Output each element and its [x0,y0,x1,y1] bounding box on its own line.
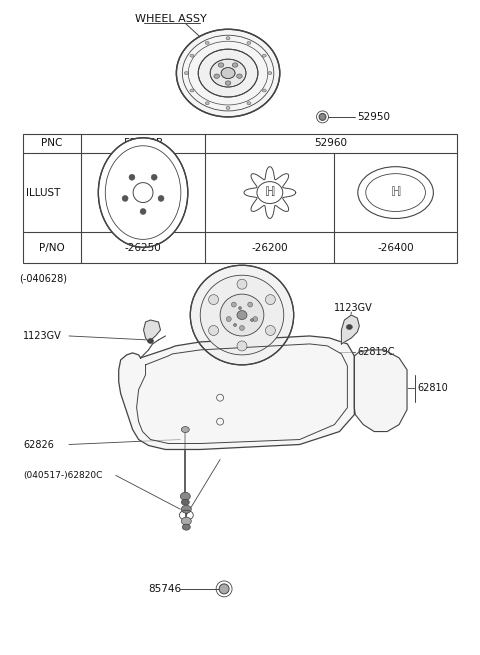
Text: ℍ: ℍ [264,186,275,199]
Text: -26250: -26250 [125,243,161,253]
Ellipse shape [181,499,189,505]
Ellipse shape [209,295,218,305]
Ellipse shape [347,324,352,329]
Ellipse shape [214,74,219,79]
Text: ILLUST: ILLUST [26,187,60,198]
Ellipse shape [200,275,284,355]
Polygon shape [144,320,160,342]
Ellipse shape [253,316,258,322]
Ellipse shape [237,279,247,289]
Ellipse shape [268,71,272,75]
Ellipse shape [184,71,188,75]
Ellipse shape [218,63,224,67]
Text: 85746: 85746 [148,584,181,594]
Ellipse shape [251,318,253,322]
Ellipse shape [226,316,231,322]
Ellipse shape [265,295,276,305]
Ellipse shape [234,324,237,326]
Bar [23,134,457,263]
Ellipse shape [247,102,251,105]
Ellipse shape [190,54,194,57]
Polygon shape [341,315,360,344]
Ellipse shape [205,41,209,45]
Text: WHEEL ASSY: WHEEL ASSY [134,14,206,24]
Ellipse shape [226,107,230,109]
Ellipse shape [220,294,264,336]
Text: ℍ: ℍ [390,186,401,199]
Ellipse shape [158,195,164,201]
Ellipse shape [180,493,190,500]
Polygon shape [244,167,296,219]
Text: 62826: 62826 [23,440,54,449]
Ellipse shape [232,63,238,67]
Text: PNC: PNC [41,138,63,148]
Ellipse shape [176,29,280,117]
Ellipse shape [231,302,236,307]
Ellipse shape [133,183,153,202]
Ellipse shape [226,37,230,40]
Ellipse shape [262,54,266,57]
Text: 62810: 62810 [417,383,448,393]
Ellipse shape [181,517,192,525]
Ellipse shape [140,208,146,214]
Ellipse shape [210,59,246,87]
Ellipse shape [190,265,294,365]
Text: (040517-)62820C: (040517-)62820C [23,471,103,480]
Text: 1123GV: 1123GV [335,303,373,313]
Ellipse shape [239,307,241,310]
Text: -26400: -26400 [377,243,414,253]
Ellipse shape [358,166,433,219]
Ellipse shape [237,310,247,320]
Ellipse shape [190,89,194,92]
Ellipse shape [151,174,157,180]
Ellipse shape [182,524,190,530]
Text: -26200: -26200 [252,243,288,253]
Ellipse shape [219,584,229,594]
Polygon shape [119,336,354,449]
Polygon shape [354,350,407,432]
Text: 1123GV: 1123GV [23,331,62,341]
Ellipse shape [205,102,209,105]
Ellipse shape [248,302,252,307]
Ellipse shape [98,138,188,248]
Text: P/NO: P/NO [39,243,65,253]
Ellipse shape [265,326,276,335]
Ellipse shape [237,74,242,79]
Ellipse shape [221,67,235,79]
Ellipse shape [225,81,231,85]
Ellipse shape [262,89,266,92]
Ellipse shape [147,339,154,343]
Ellipse shape [319,113,326,121]
Text: 52950: 52950 [357,112,390,122]
Ellipse shape [209,326,218,335]
Text: (-040628): (-040628) [19,273,67,283]
Ellipse shape [181,505,192,514]
Ellipse shape [181,426,189,432]
Ellipse shape [240,326,244,331]
Ellipse shape [198,49,258,97]
Text: 52960: 52960 [314,138,348,148]
Ellipse shape [122,195,128,201]
Ellipse shape [237,341,247,351]
Text: 62819C: 62819C [357,347,395,357]
Ellipse shape [247,41,251,45]
Ellipse shape [129,174,135,180]
Text: 52910B: 52910B [123,138,163,148]
